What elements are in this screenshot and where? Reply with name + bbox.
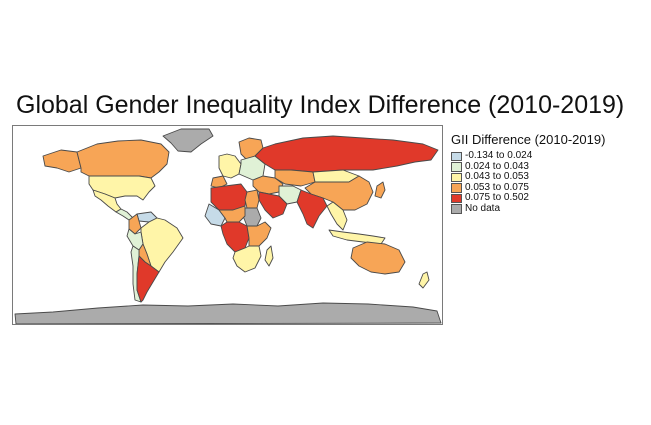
- map-region-north-africa-west: [210, 183, 248, 211]
- map-region-australia: [350, 241, 406, 275]
- map-region-sudan: [242, 207, 262, 227]
- legend-item: 0.024 to 0.043: [451, 160, 605, 173]
- map-region-central-africa: [220, 221, 250, 253]
- legend-label: 0.043 to 0.053: [465, 171, 529, 183]
- map-legend: GII Difference (2010-2019) -0.134 to 0.0…: [451, 133, 605, 214]
- map-title: Global Gender Inequality Index Differenc…: [16, 91, 625, 119]
- legend-title: GII Difference (2010-2019): [451, 132, 606, 147]
- legend-label: 0.075 to 0.502: [465, 192, 529, 204]
- map-region-southern-africa: [232, 245, 262, 273]
- map-region-new-zealand: [418, 271, 430, 289]
- map-region-western-europe: [218, 153, 242, 179]
- legend-item: 0.075 to 0.502: [451, 193, 605, 204]
- map-region-alaska: [42, 149, 82, 173]
- map-region-russia: [254, 135, 439, 173]
- map-region-sahel: [218, 205, 246, 223]
- legend-swatch: [451, 183, 462, 193]
- legend-swatch: [451, 151, 462, 161]
- legend-label: 0.053 to 0.075: [465, 181, 529, 193]
- legend-label: -0.134 to 0.024: [465, 150, 533, 162]
- legend-item: 0.043 to 0.053: [451, 172, 605, 183]
- map-region-madagascar: [264, 245, 274, 267]
- legend-items: -0.134 to 0.024 0.024 to 0.043 0.043 to …: [451, 151, 605, 214]
- legend-swatch: [451, 193, 462, 203]
- map-region-east-africa: [246, 221, 272, 247]
- map-region-antarctica: [14, 302, 442, 324]
- legend-swatch: [451, 172, 462, 182]
- map-panel: [12, 125, 443, 325]
- map-region-argentina: [136, 255, 160, 303]
- legend-label: 0.024 to 0.043: [465, 160, 529, 172]
- map-region-egypt: [244, 189, 260, 209]
- map-region-canada: [76, 139, 170, 179]
- map-region-saudi-arabia: [258, 191, 288, 219]
- legend-item: No data: [451, 202, 605, 215]
- legend-item: -0.134 to 0.024: [451, 151, 605, 162]
- legend-item: 0.053 to 0.075: [451, 181, 605, 194]
- legend-swatch: [451, 162, 462, 172]
- map-region-japan: [374, 181, 386, 199]
- map-region-india: [296, 189, 328, 229]
- legend-swatch: [451, 204, 462, 214]
- legend-label: No data: [465, 202, 501, 214]
- map-region-greenland: [162, 128, 214, 153]
- map-region-southeast-asia: [326, 201, 348, 231]
- world-map: [14, 128, 442, 324]
- map-region-indonesia: [328, 229, 386, 245]
